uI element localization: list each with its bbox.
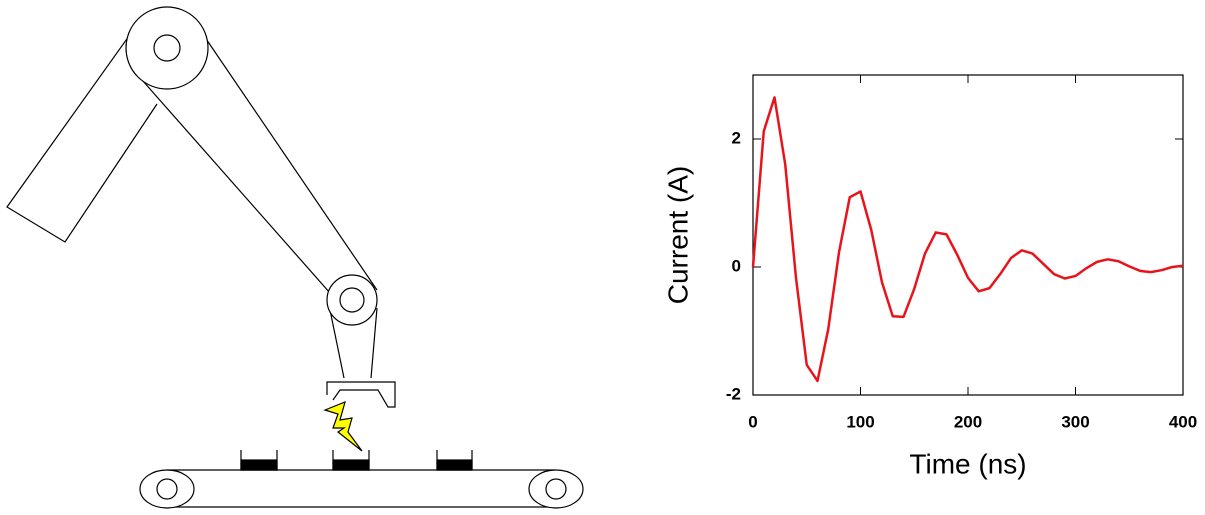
pulley [139,469,195,509]
elbow-pin [339,287,365,313]
pulley [528,469,584,509]
x-axis-title: Time (ns) [909,448,1026,479]
arm-edge [134,71,331,294]
x-tick-label: 400 [1169,412,1197,431]
robot-diagram [6,6,584,509]
item [240,459,278,471]
item [332,459,370,471]
y-tick-label: -2 [726,384,741,403]
x-tick-label: 0 [748,412,757,431]
elbow-joint [326,274,378,326]
pulley-pin [545,478,567,500]
spark [323,400,363,452]
y-tick-label: 2 [732,128,741,147]
item [436,459,473,471]
plot-frame [752,74,1184,396]
robot-base-link [6,35,158,243]
y-axis-title: Current (A) [662,166,693,304]
shoulder-pin [153,34,181,62]
shoulder-joint [125,6,209,90]
x-tick-label: 300 [1061,412,1089,431]
arm-edge [199,29,378,291]
y-tick-label: 0 [732,256,741,275]
gripper [326,381,396,408]
forearm-edge [329,309,345,379]
x-tick-label: 100 [846,412,874,431]
forearm-edge [370,307,378,379]
x-tick-label: 200 [954,412,982,431]
pulley-pin [156,478,178,500]
data-line [751,96,1184,383]
